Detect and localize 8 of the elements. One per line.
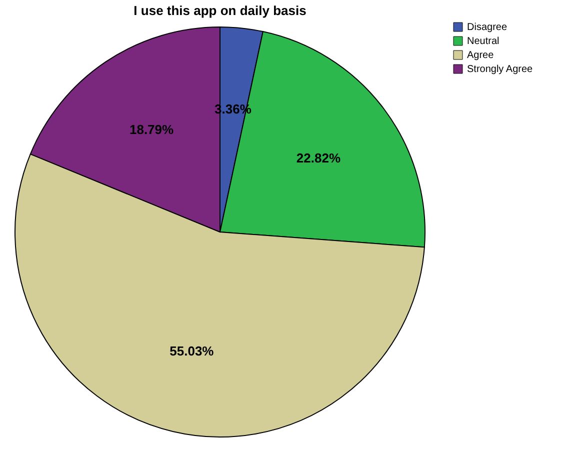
legend-label: Strongly Agree xyxy=(467,64,534,75)
data-label: 18.79% xyxy=(129,122,174,137)
legend-label: Disagree xyxy=(467,22,508,33)
legend-label: Neutral xyxy=(467,36,500,47)
chart-title: I use this app on daily basis xyxy=(134,3,306,18)
data-label: 22.82% xyxy=(296,150,341,166)
data-label: 55.03% xyxy=(170,344,214,359)
legend-label: Agree xyxy=(467,50,494,61)
